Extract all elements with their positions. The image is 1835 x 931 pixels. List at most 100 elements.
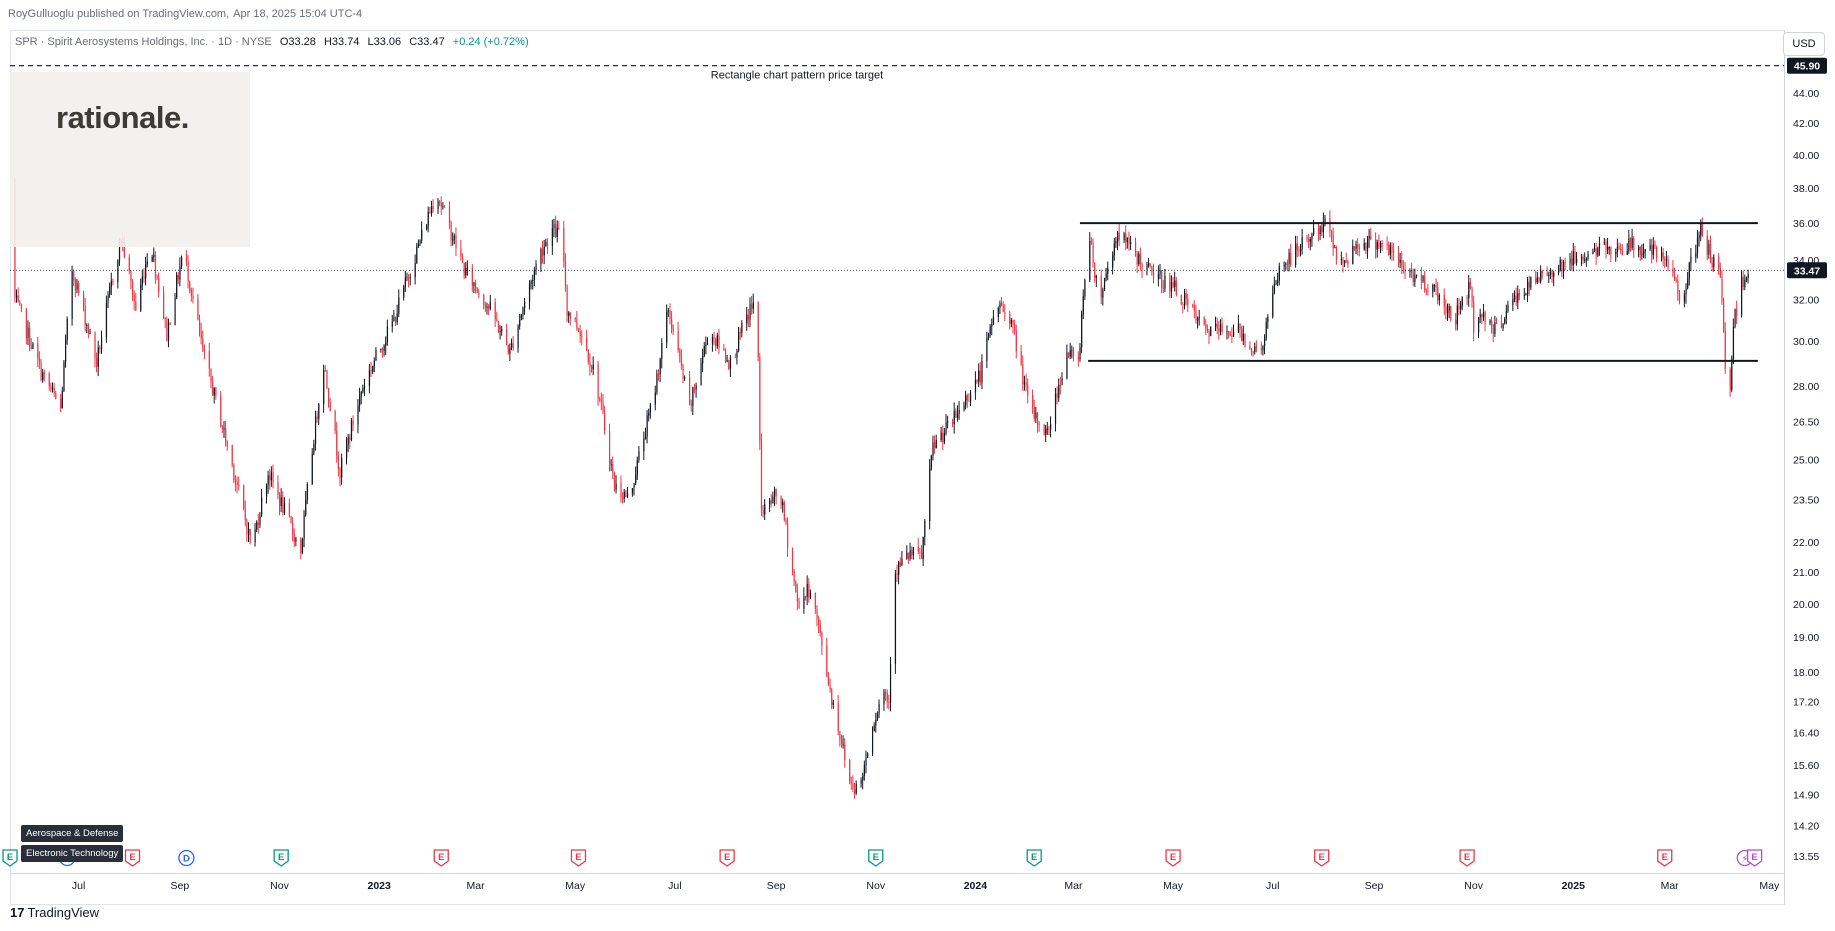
- candle-body: [1249, 346, 1251, 349]
- candle-body: [110, 280, 112, 287]
- candle-body: [615, 483, 617, 490]
- candle-body: [705, 343, 707, 347]
- earnings-icon-label: E: [575, 852, 581, 863]
- candle-body: [775, 488, 777, 496]
- candle-body: [672, 328, 674, 331]
- earnings-icon[interactable]: [433, 849, 449, 867]
- candle-body: [1218, 328, 1220, 332]
- candle-body: [247, 529, 250, 535]
- price-tick-label: 32.00: [1793, 294, 1819, 306]
- candle-body: [1012, 320, 1014, 325]
- candle-body: [437, 201, 439, 210]
- earnings-icon[interactable]: [570, 849, 587, 867]
- candle-body: [197, 298, 199, 320]
- dividend-icon[interactable]: [178, 849, 195, 867]
- earnings-icon[interactable]: [1746, 849, 1763, 867]
- earnings-icon[interactable]: [719, 849, 735, 867]
- candle-body: [226, 441, 228, 446]
- candle-body: [1391, 245, 1393, 252]
- currency-button[interactable]: USD: [1783, 32, 1825, 56]
- candle-body: [785, 519, 787, 524]
- candle-body: [465, 268, 467, 276]
- candle-body: [1505, 311, 1508, 319]
- candle-body: [604, 412, 606, 432]
- candle-body: [906, 552, 908, 559]
- candle-body: [1262, 345, 1264, 351]
- price-tick-label: 44.00: [1793, 88, 1819, 100]
- candle-body: [1643, 251, 1645, 254]
- candle-body: [1562, 262, 1565, 272]
- earnings-icon[interactable]: [1459, 849, 1475, 867]
- candle-body: [1672, 268, 1674, 276]
- earnings-icon[interactable]: [124, 849, 141, 867]
- candle-body: [724, 349, 727, 362]
- candle-body: [1378, 242, 1380, 248]
- candle-body: [1512, 299, 1514, 305]
- candle-body: [78, 282, 80, 294]
- earnings-icon[interactable]: [1165, 849, 1181, 867]
- tradingview-brand[interactable]: 17 TradingView: [10, 905, 99, 920]
- earnings-icon[interactable]: [1314, 849, 1330, 867]
- candle-body: [551, 227, 554, 246]
- price-tick-label: 38.00: [1793, 183, 1819, 195]
- candle-body: [105, 302, 108, 338]
- price-axis[interactable]: 44.0042.0040.0038.0036.0034.0032.0030.00…: [1787, 57, 1827, 863]
- candle-body: [863, 764, 866, 776]
- candle-body: [569, 312, 571, 319]
- candle-body: [1161, 270, 1163, 288]
- candle-body: [1473, 301, 1475, 333]
- earnings-icon[interactable]: [1657, 849, 1673, 867]
- candle-body: [1380, 242, 1382, 248]
- candle-body: [1344, 260, 1346, 264]
- earnings-icon[interactable]: [868, 849, 884, 867]
- candle-body: [1397, 252, 1400, 263]
- sector-tag[interactable]: Aerospace & Defense: [21, 825, 124, 842]
- candle-body: [430, 206, 433, 214]
- candle-body: [1358, 247, 1360, 250]
- earnings-icon[interactable]: [1026, 849, 1042, 867]
- change-value: +0.24 (+0.72%): [452, 36, 529, 48]
- candle-body: [40, 362, 42, 380]
- candle-body: [166, 318, 168, 341]
- candle-body: [406, 277, 408, 279]
- candle-body: [164, 318, 166, 320]
- candle-body: [1515, 295, 1517, 303]
- candle-body: [809, 592, 812, 598]
- candle-body: [118, 240, 121, 261]
- candle-body: [989, 326, 991, 335]
- candle-body: [179, 266, 181, 280]
- candle-body: [440, 203, 442, 207]
- earnings-icon[interactable]: [273, 849, 289, 867]
- candle-body: [1332, 235, 1334, 248]
- candle-body: [865, 757, 867, 765]
- candle-body: [452, 239, 454, 241]
- candle-body: [1695, 253, 1697, 257]
- time-axis[interactable]: Jul Sep Nov 2023 Mar May Jul Sep Nov 2024 Mar May Ju…: [72, 880, 1780, 892]
- price-tick-label: 18.00: [1793, 667, 1819, 679]
- candle-body: [1306, 237, 1308, 240]
- candle-body: [1275, 282, 1277, 285]
- candle-body: [1241, 328, 1243, 341]
- candle-body: [181, 256, 183, 267]
- candle-body: [130, 271, 132, 282]
- candle-body: [986, 337, 988, 361]
- candle-body: [1489, 320, 1491, 324]
- candle-body: [1288, 252, 1290, 264]
- symbol-title[interactable]: SPR · Spirit Aerosystems Holdings, Inc. …: [15, 36, 272, 48]
- industry-tag[interactable]: Electronic Technology: [21, 845, 124, 862]
- candle-body: [279, 494, 281, 506]
- candle-body: [1507, 304, 1509, 312]
- candle-body: [1298, 250, 1300, 252]
- candle-body: [947, 421, 949, 423]
- candle-body: [793, 570, 795, 582]
- candle-body: [741, 323, 743, 333]
- time-tick-label: Nov: [866, 880, 885, 892]
- candle-body: [220, 395, 222, 427]
- earnings-icon[interactable]: [2, 849, 18, 867]
- time-tick-label: 2025: [1562, 880, 1586, 892]
- candle-body: [992, 316, 995, 325]
- candle-body: [850, 782, 852, 784]
- candle-body: [1113, 243, 1115, 256]
- candle-body: [385, 342, 387, 346]
